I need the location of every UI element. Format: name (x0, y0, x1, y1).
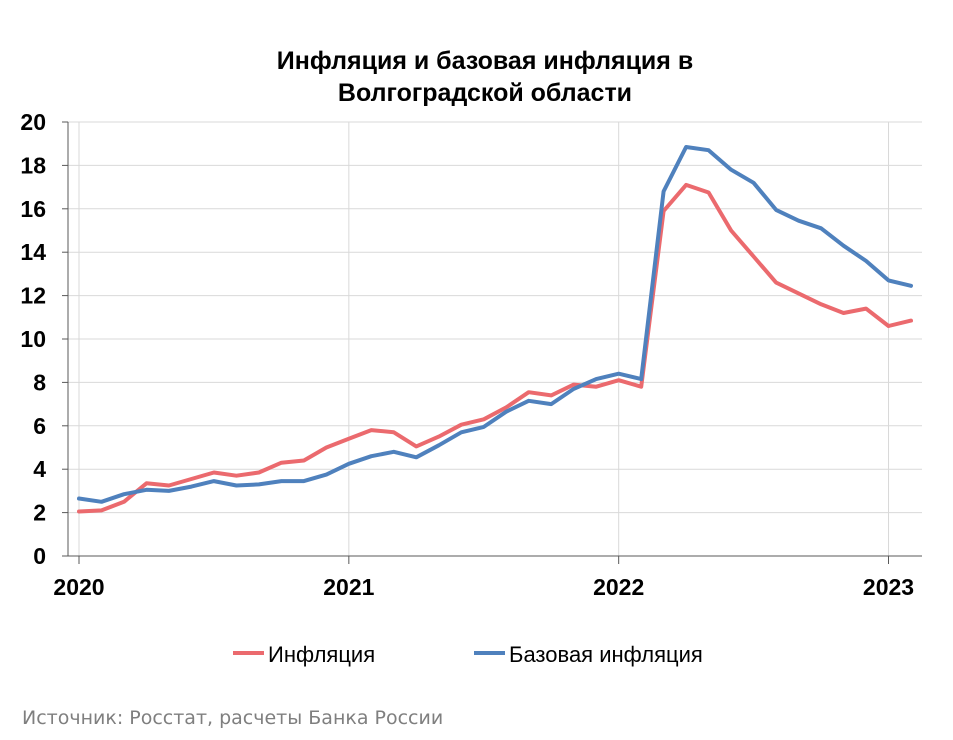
x-tick-label: 2022 (593, 574, 644, 600)
y-tick-label: 8 (33, 369, 46, 395)
series-lines (77, 145, 913, 514)
y-tick-label: 6 (33, 413, 46, 439)
chart-title-line-1: Инфляция и базовая инфляция в (277, 47, 693, 75)
legend-label-core-inflation: Базовая инфляция (509, 642, 703, 667)
legend-label-inflation: Инфляция (268, 642, 375, 667)
y-tick-label: 0 (33, 543, 46, 569)
grid-lines (68, 121, 922, 556)
core-inflation-line (77, 145, 913, 504)
x-tick-label: 2023 (863, 574, 914, 600)
axes (62, 121, 922, 564)
y-tick-label: 10 (20, 326, 46, 352)
chart-title-line-2: Волгоградской области (338, 79, 632, 107)
x-tick-label: 2021 (323, 574, 374, 600)
y-tick-label: 20 (20, 109, 46, 135)
y-tick-label: 4 (33, 456, 46, 482)
x-tick-label: 2020 (53, 574, 104, 600)
y-tick-label: 2 (33, 500, 46, 526)
y-tick-label: 18 (20, 152, 46, 178)
x-tick-labels: 2020 2021 2022 2023 (53, 574, 914, 600)
y-tick-label: 12 (20, 283, 46, 309)
legend: Инфляция Базовая инфляция (233, 642, 703, 667)
y-tick-label: 14 (20, 239, 46, 265)
source-note: Источник: Росстат, расчеты Банка России (22, 707, 444, 729)
y-tick-labels: 0 2 4 6 8 10 12 14 16 18 20 (20, 109, 46, 569)
inflation-line (77, 182, 913, 514)
y-tick-label: 16 (20, 196, 46, 222)
